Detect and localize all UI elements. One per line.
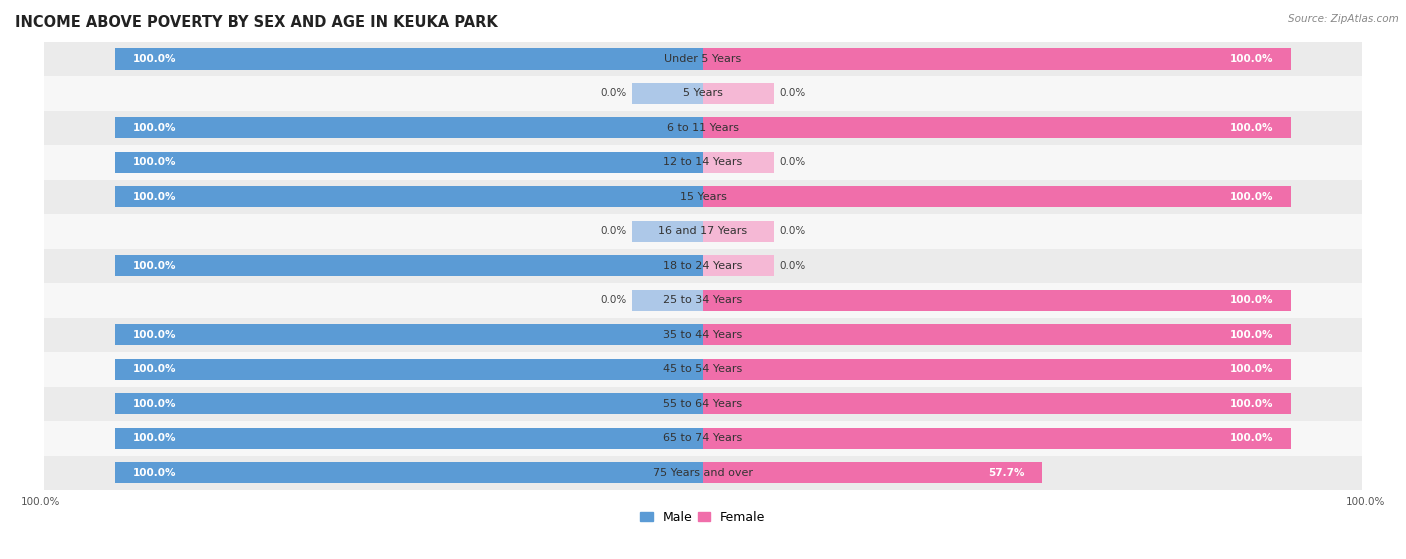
Text: 0.0%: 0.0% (779, 157, 806, 167)
Bar (703, 393, 1291, 414)
Text: 15 Years: 15 Years (679, 192, 727, 202)
Bar (45, 41, 1361, 76)
Bar (115, 117, 703, 139)
Text: 0.0%: 0.0% (779, 226, 806, 236)
Bar (45, 283, 1361, 318)
Text: 0.0%: 0.0% (600, 88, 627, 98)
Bar (703, 358, 1291, 380)
Text: 5 Years: 5 Years (683, 88, 723, 98)
Text: 0.0%: 0.0% (600, 226, 627, 236)
Bar (115, 393, 703, 414)
Text: 100.0%: 100.0% (1230, 330, 1274, 340)
Bar (633, 83, 703, 104)
Text: 100.0%: 100.0% (132, 54, 176, 64)
Text: 100.0%: 100.0% (132, 157, 176, 167)
Bar (45, 249, 1361, 283)
Text: 100.0%: 100.0% (1230, 399, 1274, 409)
Text: 45 to 54 Years: 45 to 54 Years (664, 364, 742, 375)
Bar (703, 290, 1291, 311)
Bar (45, 386, 1361, 421)
Bar (115, 462, 703, 484)
Text: 100.0%: 100.0% (132, 399, 176, 409)
Text: 75 Years and over: 75 Years and over (652, 468, 754, 478)
Bar (45, 76, 1361, 111)
Bar (703, 255, 773, 277)
Text: INCOME ABOVE POVERTY BY SEX AND AGE IN KEUKA PARK: INCOME ABOVE POVERTY BY SEX AND AGE IN K… (15, 15, 498, 30)
Legend: Male, Female: Male, Female (641, 510, 765, 524)
Bar (703, 221, 773, 242)
Text: 12 to 14 Years: 12 to 14 Years (664, 157, 742, 167)
Text: 100.0%: 100.0% (132, 192, 176, 202)
Text: 100.0%: 100.0% (1230, 433, 1274, 443)
Text: 0.0%: 0.0% (779, 261, 806, 271)
Bar (115, 255, 703, 277)
Bar (45, 214, 1361, 249)
Bar (45, 318, 1361, 352)
Text: 100.0%: 100.0% (1230, 364, 1274, 375)
Bar (703, 83, 773, 104)
Text: 57.7%: 57.7% (988, 468, 1025, 478)
Text: 100.0%: 100.0% (132, 433, 176, 443)
Bar (115, 324, 703, 345)
Text: 35 to 44 Years: 35 to 44 Years (664, 330, 742, 340)
Bar (703, 48, 1291, 69)
Bar (45, 352, 1361, 386)
Text: Under 5 Years: Under 5 Years (665, 54, 741, 64)
Text: 0.0%: 0.0% (600, 295, 627, 305)
Text: 25 to 34 Years: 25 to 34 Years (664, 295, 742, 305)
Text: 55 to 64 Years: 55 to 64 Years (664, 399, 742, 409)
Text: 100.0%: 100.0% (132, 468, 176, 478)
Bar (45, 421, 1361, 456)
Bar (115, 48, 703, 69)
Bar (45, 111, 1361, 145)
Bar (115, 186, 703, 207)
Text: 100.0%: 100.0% (21, 497, 60, 507)
Bar (703, 186, 1291, 207)
Bar (703, 462, 1042, 484)
Text: 100.0%: 100.0% (132, 261, 176, 271)
Bar (703, 151, 773, 173)
Text: 6 to 11 Years: 6 to 11 Years (666, 123, 740, 133)
Text: 100.0%: 100.0% (1230, 192, 1274, 202)
Text: 16 and 17 Years: 16 and 17 Years (658, 226, 748, 236)
Text: 100.0%: 100.0% (1230, 295, 1274, 305)
Bar (703, 324, 1291, 345)
Text: 100.0%: 100.0% (1346, 497, 1385, 507)
Bar (633, 290, 703, 311)
Text: 100.0%: 100.0% (132, 123, 176, 133)
Text: 0.0%: 0.0% (779, 88, 806, 98)
Bar (115, 151, 703, 173)
Bar (703, 117, 1291, 139)
Bar (633, 221, 703, 242)
Bar (45, 145, 1361, 179)
Text: 100.0%: 100.0% (1230, 54, 1274, 64)
Bar (45, 456, 1361, 490)
Text: 100.0%: 100.0% (132, 364, 176, 375)
Text: 65 to 74 Years: 65 to 74 Years (664, 433, 742, 443)
Bar (703, 428, 1291, 449)
Text: Source: ZipAtlas.com: Source: ZipAtlas.com (1288, 14, 1399, 24)
Text: 18 to 24 Years: 18 to 24 Years (664, 261, 742, 271)
Bar (45, 179, 1361, 214)
Bar (115, 358, 703, 380)
Text: 100.0%: 100.0% (132, 330, 176, 340)
Text: 100.0%: 100.0% (1230, 123, 1274, 133)
Bar (115, 428, 703, 449)
